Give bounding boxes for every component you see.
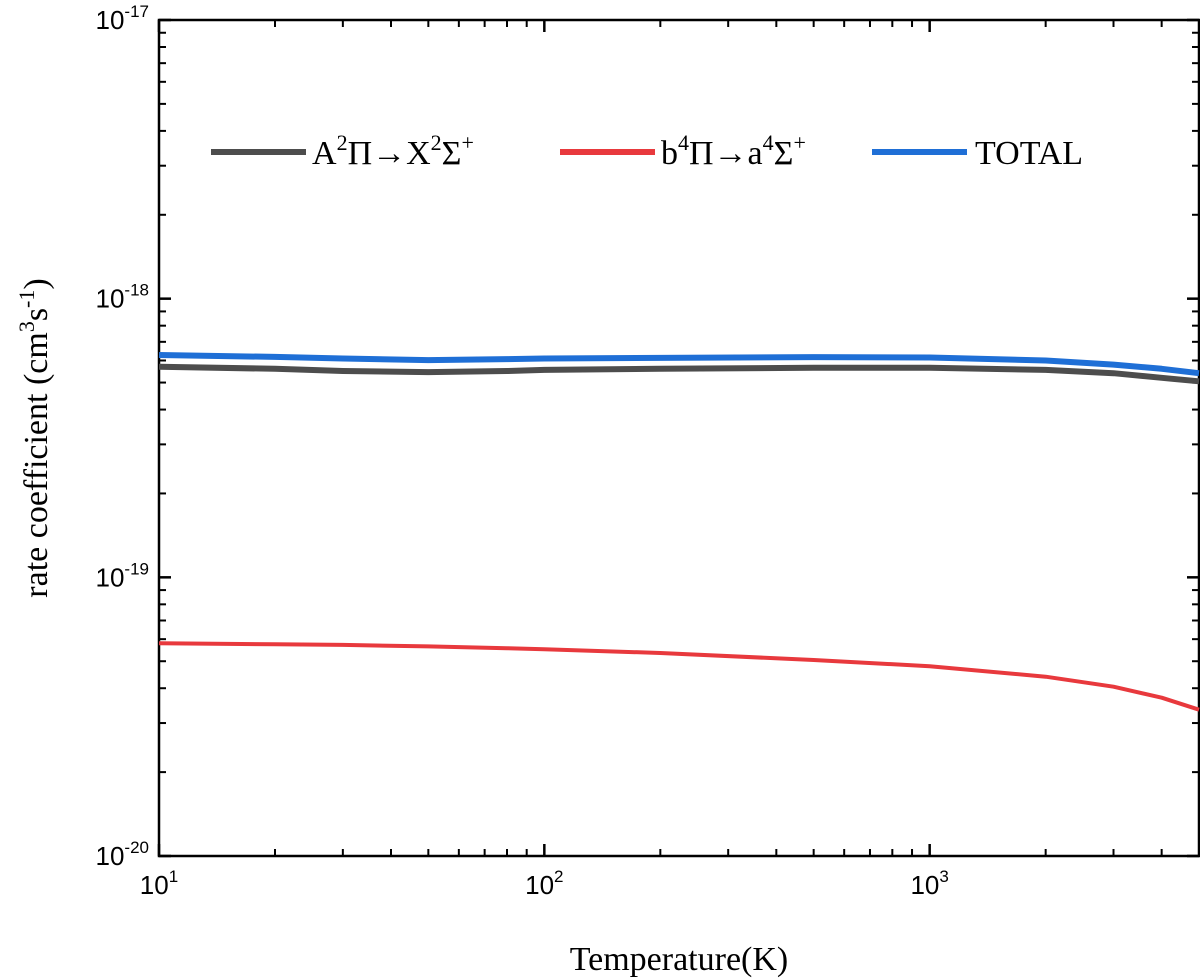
legend-label-a2pi: A2Π→X2Σ+ xyxy=(312,130,474,172)
series-line-total xyxy=(158,352,1200,377)
y-tick-label: 10-18 xyxy=(96,281,150,314)
y-tick-label: 10-17 xyxy=(96,2,150,35)
series-line-a2pi xyxy=(158,363,1200,385)
legend: A2Π→X2Σ+ b4Π→a4Σ+ TOTAL xyxy=(211,130,1083,172)
series-line-b4pi xyxy=(158,641,1200,712)
x-tick-label: 102 xyxy=(525,867,563,900)
legend-entry-a2pi: A2Π→X2Σ+ xyxy=(211,130,474,172)
x-tick-label: 103 xyxy=(910,867,948,900)
legend-entry-b4pi: b4Π→a4Σ+ xyxy=(560,130,806,172)
minor-ticks xyxy=(159,20,1199,856)
y-tick-label: 10-20 xyxy=(96,838,150,871)
y-tick-label: 10-19 xyxy=(96,559,150,592)
tick-labels: 101 102 103 10-20 10-19 10-18 10-17 xyxy=(96,2,949,900)
y-axis-title: rate coefficient (cm3s-1) xyxy=(14,278,55,597)
legend-label-b4pi: b4Π→a4Σ+ xyxy=(661,130,806,172)
legend-entry-total: TOTAL xyxy=(872,135,1083,172)
plot-frame xyxy=(157,18,1200,858)
legend-label-total: TOTAL xyxy=(975,135,1083,172)
major-ticks xyxy=(157,18,1199,858)
series-lines xyxy=(158,352,1200,712)
x-axis-title: Temperature(K) xyxy=(570,941,789,978)
x-tick-label: 101 xyxy=(140,867,178,900)
